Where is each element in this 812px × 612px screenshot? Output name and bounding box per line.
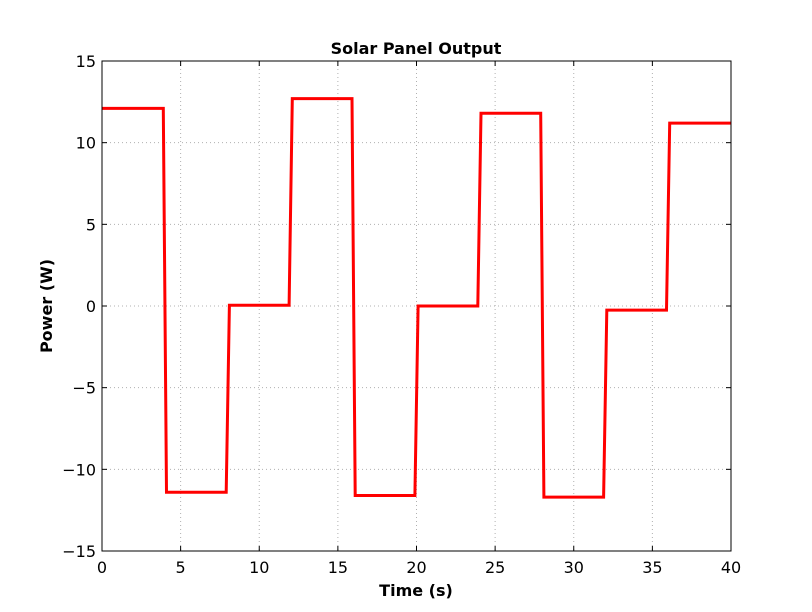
x-tick-label: 0 xyxy=(97,558,107,577)
chart-title: Solar Panel Output xyxy=(331,39,502,58)
x-axis-tick-labels: 0 5 10 15 20 25 30 35 40 xyxy=(97,558,741,577)
y-tick-label: 15 xyxy=(76,52,96,71)
x-tick-label: 40 xyxy=(721,558,741,577)
y-tick-label: 10 xyxy=(76,134,96,153)
axis-ticks xyxy=(101,60,732,552)
y-tick-label: −15 xyxy=(62,542,96,561)
grid-lines xyxy=(102,61,731,551)
x-tick-label: 20 xyxy=(406,558,426,577)
y-tick-label: 0 xyxy=(86,297,96,316)
series-layer xyxy=(102,97,731,499)
y-axis-label: Power (W) xyxy=(37,259,56,353)
x-tick-label: 15 xyxy=(328,558,348,577)
x-axis-label: Time (s) xyxy=(379,581,453,600)
x-tick-label: 35 xyxy=(642,558,662,577)
y-tick-label: −5 xyxy=(72,379,96,398)
x-tick-label: 5 xyxy=(176,558,186,577)
y-tick-label: −10 xyxy=(62,460,96,479)
y-tick-label: 5 xyxy=(86,215,96,234)
x-tick-label: 25 xyxy=(485,558,505,577)
y-axis-tick-labels: −15 −10 −5 0 5 10 15 xyxy=(62,52,96,561)
x-tick-label: 30 xyxy=(564,558,584,577)
x-tick-label: 10 xyxy=(249,558,269,577)
series-line-0 xyxy=(102,97,731,499)
